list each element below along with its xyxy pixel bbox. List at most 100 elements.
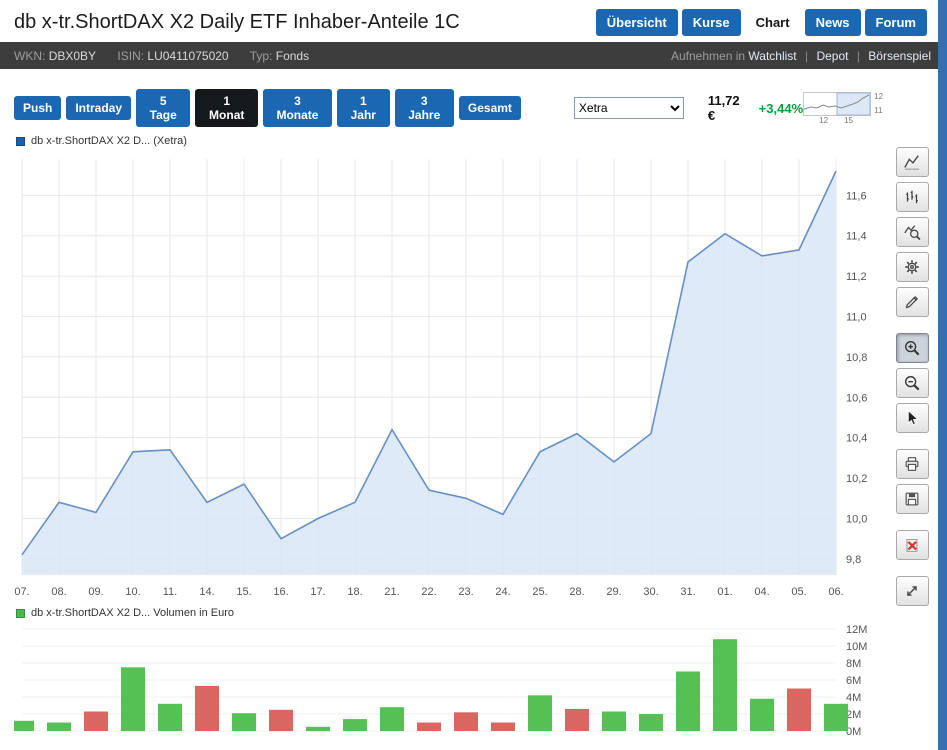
- ohlc-chart-type-button[interactable]: [895, 182, 929, 212]
- volume-bar: [84, 711, 108, 731]
- tab-chart[interactable]: Chart: [744, 8, 801, 36]
- ohlc-bars-icon: [906, 190, 918, 204]
- cursor-arrow-icon: [908, 409, 919, 426]
- print-chart-button[interactable]: [895, 449, 929, 479]
- volume-bar: [676, 671, 700, 731]
- printer-icon: [905, 457, 919, 471]
- depot-link[interactable]: Depot: [816, 48, 849, 63]
- isin-label: ISIN:: [117, 48, 145, 63]
- volume-bar: [380, 707, 404, 731]
- zoom-out-icon: [905, 376, 920, 391]
- x-tick-label: 24.: [495, 586, 510, 598]
- indicators-button[interactable]: [895, 217, 929, 247]
- page-title: db x-tr.ShortDAX X2 Daily ETF Inhaber-An…: [14, 10, 460, 33]
- price-legend-swatch-icon: [16, 136, 25, 146]
- navigator-x-label: 12: [819, 115, 829, 125]
- volume-bar: [232, 713, 256, 731]
- period-push-button[interactable]: Push: [14, 96, 62, 120]
- price-change-percent: +3,44%: [758, 100, 804, 116]
- volume-bar: [491, 722, 515, 731]
- price-area: [22, 171, 836, 575]
- period-1-monat-button[interactable]: 1 Monat: [195, 89, 258, 127]
- aufnehmen-label: Aufnehmen in: [671, 48, 746, 63]
- y-tick-label: 11,2: [846, 271, 867, 283]
- y-tick-label: 4M: [846, 692, 861, 704]
- delete-drawings-button[interactable]: [895, 530, 929, 560]
- period-1-jahr-button[interactable]: 1 Jahr: [336, 89, 390, 127]
- zoom-out-button[interactable]: [895, 368, 929, 398]
- volume-bar: [121, 667, 145, 732]
- price-legend-label: db x-tr.ShortDAX X2 D... (Xetra): [31, 135, 187, 147]
- period-intraday-button[interactable]: Intraday: [66, 96, 132, 120]
- x-tick-label: 08.: [51, 586, 66, 598]
- exchange-select[interactable]: Xetra: [573, 97, 684, 119]
- save-chart-button[interactable]: [895, 484, 929, 514]
- chart-toolbar: Push Intraday 5 Tage 1 Monat 3 Monate 1 …: [14, 89, 933, 127]
- chart-navigator[interactable]: 12 11 12 15: [803, 91, 883, 125]
- watchlist-link[interactable]: Watchlist: [748, 48, 797, 63]
- x-tick-label: 11.: [163, 586, 177, 598]
- x-tick-label: 04.: [754, 586, 769, 598]
- isin-value: LU0411075020: [147, 48, 229, 63]
- boersenspiel-link[interactable]: Börsenspiel: [868, 48, 931, 63]
- volume-bar: [417, 722, 441, 731]
- navigator-x-labels: 12 15: [803, 115, 883, 125]
- fullscreen-arrows-icon: [907, 586, 917, 596]
- cursor-mode-button[interactable]: [895, 403, 929, 433]
- volume-bar: [269, 709, 293, 732]
- y-tick-label: 12M: [846, 624, 867, 636]
- x-tick-label: 15.: [236, 586, 251, 598]
- tab-uebersicht[interactable]: Übersicht: [595, 8, 678, 36]
- y-tick-label: 8M: [846, 658, 861, 670]
- x-tick-label: 22.: [421, 586, 436, 598]
- zoom-in-icon: [905, 341, 920, 356]
- period-3-monate-button[interactable]: 3 Monate: [262, 89, 332, 127]
- volume-bar: [824, 703, 848, 731]
- volume-bar: [14, 720, 34, 731]
- x-tick-label: 06.: [828, 586, 843, 598]
- volume-legend-label: db x-tr.ShortDAX X2 D... Volumen in Euro: [31, 607, 234, 619]
- y-tick-label: 0M: [846, 726, 861, 738]
- navigator-thumbnail-chart[interactable]: [803, 91, 872, 116]
- x-tick-label: 21.: [384, 586, 399, 598]
- period-3-jahre-button[interactable]: 3 Jahre: [394, 89, 454, 127]
- fullscreen-button[interactable]: [895, 576, 929, 606]
- line-chart-type-button[interactable]: [895, 147, 929, 177]
- tab-forum[interactable]: Forum: [864, 8, 927, 36]
- tab-news[interactable]: News: [804, 8, 861, 36]
- x-tick-label: 30.: [643, 586, 658, 598]
- period-gesamt-button[interactable]: Gesamt: [458, 96, 521, 120]
- volume-bar: [306, 726, 330, 732]
- draw-tools-button[interactable]: [895, 287, 929, 317]
- volume-bar: [47, 722, 71, 731]
- x-tick-label: 28.: [569, 586, 584, 598]
- wkn-label: WKN:: [14, 48, 46, 63]
- y-tick-label: 9,8: [846, 554, 861, 566]
- price-chart[interactable]: 9,8 10,0 10,2 10,4 10,6 10,8 11,0 11,2 11,4 11,6 0…: [14, 151, 886, 603]
- x-tick-label: 01.: [717, 586, 732, 598]
- navigator-y-label: 12: [874, 91, 884, 101]
- instrument-identifiers: WKN: DBX0BY ISIN: LU0411075020 Typ: Fond…: [14, 49, 327, 63]
- tab-kurse[interactable]: Kurse: [681, 8, 741, 36]
- instrument-meta-bar: WKN: DBX0BY ISIN: LU0411075020 Typ: Fond…: [0, 42, 947, 69]
- volume-chart-legend: db x-tr.ShortDAX X2 D... Volumen in Euro: [16, 605, 886, 621]
- x-tick-label: 07.: [14, 586, 29, 598]
- period-5-tage-button[interactable]: 5 Tage: [136, 89, 191, 127]
- navigator-y-label: 11: [874, 105, 883, 115]
- volume-bar: [639, 714, 663, 731]
- y-tick-label: 10,0: [846, 513, 867, 525]
- typ-value: Fonds: [275, 48, 310, 63]
- pencil-icon: [905, 295, 919, 309]
- y-tick-label: 6M: [846, 675, 861, 687]
- chart-settings-button[interactable]: [895, 252, 929, 282]
- zoom-in-button[interactable]: [895, 333, 929, 363]
- chart-region: db x-tr.ShortDAX X2 D... (Xetra) 9,8 10,0…: [0, 131, 947, 741]
- x-tick-label: 10.: [125, 586, 140, 598]
- charts-column: db x-tr.ShortDAX X2 D... (Xetra) 9,8 10,0…: [14, 131, 886, 741]
- volume-chart[interactable]: 0M 2M 4M 6M 8M 10M 12M: [14, 623, 886, 741]
- navigator-y-labels: 12 11: [874, 92, 883, 116]
- x-tick-label: 23.: [458, 586, 473, 598]
- x-tick-label: 31.: [680, 586, 695, 598]
- x-tick-label: 25.: [532, 586, 547, 598]
- price-chart-legend: db x-tr.ShortDAX X2 D... (Xetra): [16, 133, 886, 149]
